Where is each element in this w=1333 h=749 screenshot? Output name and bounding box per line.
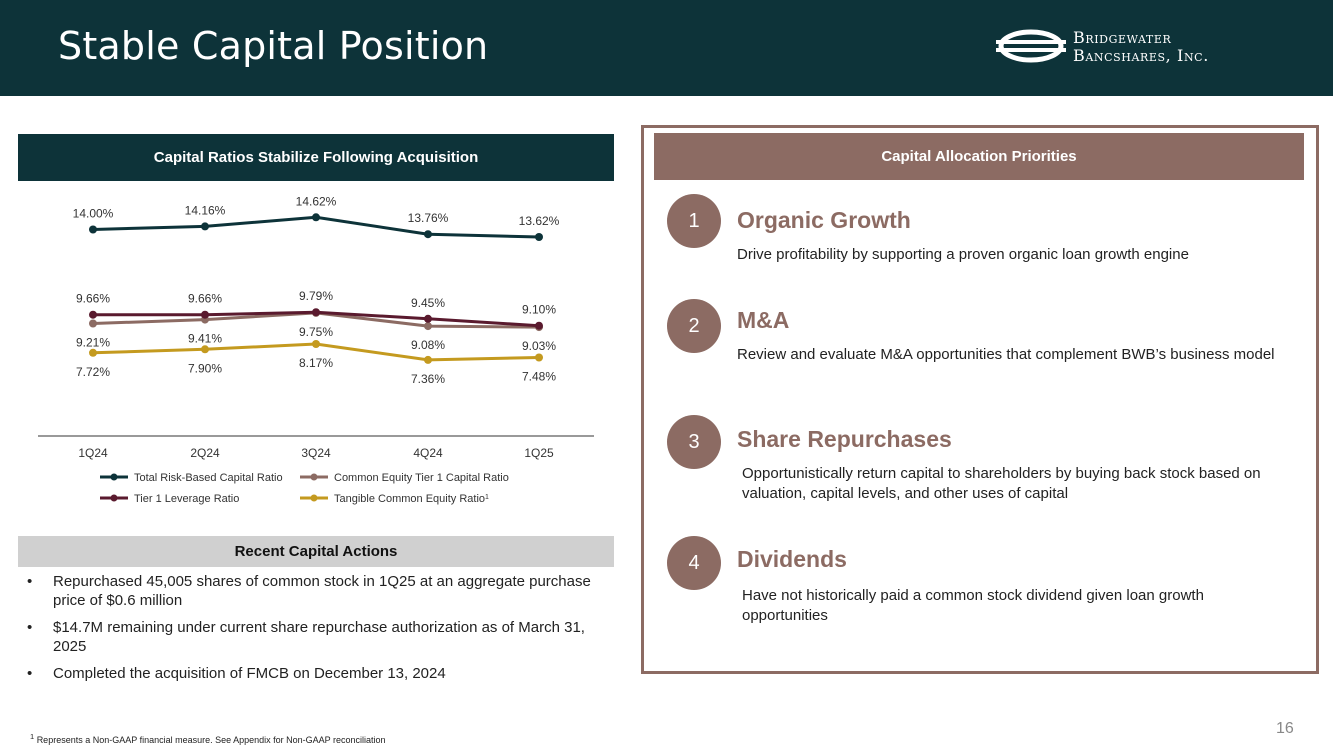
data-label: 14.16%: [185, 203, 226, 217]
data-point: [89, 225, 97, 234]
priority-number-badge: 4: [667, 536, 721, 590]
priority-number-badge: 1: [667, 194, 721, 248]
capital-ratios-line-chart: 1Q24 2Q24 3Q24 4Q24 1Q25 14.00% 14.16% 14.62% 13…: [38, 194, 594, 505]
data-label: 7.72%: [76, 365, 110, 379]
action-item: $14.7M remaining under current share rep…: [27, 618, 597, 656]
data-label: 9.66%: [76, 292, 110, 306]
legend-swatch-marker: [310, 494, 318, 502]
legend-footnote-marker: 1: [485, 494, 489, 501]
legend-swatch-marker: [310, 473, 318, 481]
priority-description: Review and evaluate M&A opportunities th…: [737, 346, 1275, 363]
data-label: 13.62%: [519, 214, 560, 228]
data-point: [424, 355, 432, 364]
priority-description: Opportunistically return capital to shar…: [742, 465, 1261, 502]
x-tick-label: 3Q24: [301, 446, 331, 460]
actions-banner: Recent Capital Actions: [18, 536, 614, 567]
company-logo: Bridgewater Bancshares, Inc.: [994, 26, 1294, 70]
priority-title-dividends: Dividends: [737, 546, 847, 572]
priority-title-organic-growth: Organic Growth: [737, 207, 911, 233]
priority-description: Drive profitability by supporting a prov…: [737, 246, 1189, 263]
logo-emblem-icon: [996, 29, 1066, 63]
data-point: [312, 213, 320, 222]
data-point: [424, 322, 432, 331]
x-tick-label: 4Q24: [413, 446, 443, 460]
data-point: [424, 314, 432, 323]
data-point: [89, 348, 97, 357]
data-point: [89, 310, 97, 319]
data-label: 9.66%: [188, 292, 222, 306]
data-label: 7.90%: [188, 361, 222, 375]
data-point: [312, 340, 320, 348]
data-label: 9.10%: [522, 303, 556, 317]
legend-label: Common Equity Tier 1 Capital Ratio: [334, 472, 509, 484]
page-title: Stable Capital Position: [58, 24, 489, 68]
data-point: [535, 321, 543, 330]
priorities-panel: [641, 125, 1319, 674]
data-label: 14.62%: [296, 194, 337, 208]
priorities-banner: Capital Allocation Priorities: [654, 133, 1304, 180]
priority-number-badge: 3: [667, 415, 721, 469]
legend-swatch-marker: [110, 494, 118, 502]
action-item: Completed the acquisition of FMCB on Dec…: [27, 664, 597, 683]
data-label: 13.76%: [408, 211, 449, 225]
footnote-text: Represents a Non-GAAP financial measure.…: [36, 735, 386, 745]
data-label: 9.45%: [411, 296, 445, 310]
priority-description: Have not historically paid a common stoc…: [742, 587, 1204, 624]
data-point: [201, 310, 209, 319]
legend-swatch-marker: [110, 473, 118, 481]
x-tick-label: 2Q24: [190, 446, 220, 460]
x-tick-label: 1Q25: [524, 446, 554, 460]
footnote: 1 Represents a Non-GAAP financial measur…: [30, 732, 386, 745]
data-label: 9.21%: [76, 336, 110, 350]
header-bar: Stable Capital Position Bridgewater Banc…: [0, 0, 1333, 96]
data-point: [89, 319, 97, 328]
chart-banner: Capital Ratios Stabilize Following Acqui…: [18, 134, 614, 181]
priority-number-badge: 2: [667, 299, 721, 353]
data-label: 14.00%: [73, 207, 114, 221]
data-label: 9.79%: [299, 289, 333, 303]
data-label: 9.75%: [299, 325, 333, 339]
data-label: 9.03%: [522, 339, 556, 353]
logo-line-2: Bancshares, Inc.: [1073, 46, 1209, 65]
actions-list: Repurchased 45,005 shares of common stoc…: [27, 572, 597, 691]
footnote-marker: 1: [30, 732, 35, 741]
data-point: [535, 353, 543, 362]
action-item: Repurchased 45,005 shares of common stoc…: [27, 572, 597, 610]
data-point: [201, 345, 209, 354]
x-tick-label: 1Q24: [78, 446, 108, 460]
legend-label: Total Risk-Based Capital Ratio: [134, 472, 283, 484]
logo-text: Bridgewater Bancshares, Inc.: [1073, 29, 1209, 65]
data-label: 7.36%: [411, 372, 445, 386]
data-point: [201, 222, 209, 231]
data-label: 9.08%: [411, 338, 445, 352]
data-point: [535, 233, 543, 241]
data-label: 7.48%: [522, 370, 556, 384]
data-label: 9.41%: [188, 332, 222, 346]
data-label: 8.17%: [299, 356, 333, 370]
data-point: [312, 308, 320, 317]
logo-line-1: Bridgewater: [1073, 28, 1172, 47]
legend-label: Tier 1 Leverage Ratio: [134, 493, 239, 505]
legend-label: Tangible Common Equity Ratio1: [334, 493, 489, 505]
data-point: [424, 230, 432, 239]
page-number: 16: [1276, 720, 1294, 737]
priority-title-m-and-a: M&A: [737, 307, 790, 333]
priority-title-share-repurchases: Share Repurchases: [737, 426, 952, 452]
